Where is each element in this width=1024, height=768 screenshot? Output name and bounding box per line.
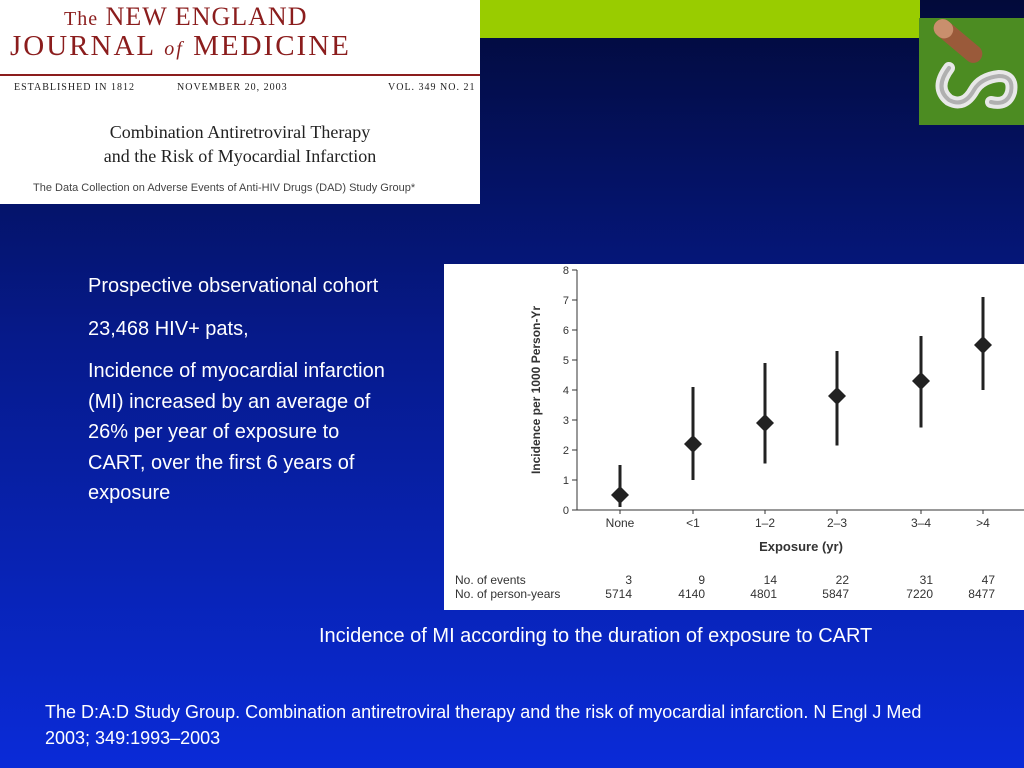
- events-value: 14: [764, 573, 778, 587]
- y-tick-label: 8: [563, 265, 569, 277]
- person-years-value: 4140: [678, 587, 705, 601]
- pill-ribbon-icon: [933, 19, 1018, 109]
- person-years-value: 7220: [906, 587, 933, 601]
- journal-title-line1: The NEW ENGLAND: [64, 2, 307, 32]
- study-group-credit: The Data Collection on Adverse Events of…: [33, 182, 416, 194]
- data-point: [828, 387, 846, 405]
- y-tick-label: 5: [563, 355, 569, 367]
- journal-new-england: NEW ENGLAND: [105, 2, 308, 31]
- journal-rule: [0, 74, 480, 76]
- data-point: [684, 435, 702, 453]
- x-axis-label: Exposure (yr): [759, 539, 843, 554]
- chart-caption: Incidence of MI according to the duratio…: [319, 625, 873, 647]
- events-value: 3: [625, 573, 632, 587]
- chart-svg: 0 1 2 3 4 5 6 7 8 Incidence per 1000 Person-Yr Non…: [455, 265, 1024, 601]
- events-row-label: No. of events: [455, 573, 526, 587]
- journal-medicine: MEDICINE: [193, 30, 351, 62]
- x-tick-label: 2–3: [827, 516, 847, 530]
- y-tick-label: 4: [563, 385, 569, 397]
- data-point: [611, 486, 629, 504]
- person-years-value: 8477: [968, 587, 995, 601]
- journal-journal: JOURNAL: [10, 30, 156, 62]
- top-accent-bar: [480, 0, 920, 38]
- person-years-value: 5847: [822, 587, 849, 601]
- y-axis-label: Incidence per 1000 Person-Yr: [529, 306, 543, 474]
- pill-ribbon-logo: [919, 18, 1024, 125]
- article-title-line1: Combination Antiretroviral Therapy: [109, 122, 371, 142]
- data-point: [756, 414, 774, 432]
- journal-header-image: The NEW ENGLAND JOURNAL of MEDICINE ESTA…: [0, 0, 480, 204]
- x-tick-label: <1: [686, 516, 700, 530]
- bullet-incidence: Incidence of myocardial infarction (MI) …: [88, 360, 385, 504]
- events-value: 9: [698, 573, 705, 587]
- y-tick-label: 1: [563, 475, 569, 487]
- x-tick-label: 3–4: [911, 516, 931, 530]
- journal-title-line2: JOURNAL of MEDICINE: [10, 30, 351, 63]
- article-title-line2: and the Risk of Myocardial Infarction: [103, 146, 377, 166]
- journal-volume: VOL. 349 NO. 21: [388, 82, 476, 93]
- x-tick-label: >4: [976, 516, 990, 530]
- data-point: [974, 336, 992, 354]
- y-tick-label: 3: [563, 415, 569, 427]
- bullet-patients: 23,468 HIV+ pats,: [88, 317, 249, 340]
- journal-the: The: [64, 8, 99, 30]
- person-years-row-label: No. of person-years: [455, 587, 560, 601]
- mi-incidence-chart: 0 1 2 3 4 5 6 7 8 Incidence per 1000 Person-Yr Non…: [444, 264, 1024, 610]
- person-years-value: 4801: [750, 587, 777, 601]
- y-tick-label: 0: [563, 505, 569, 517]
- summary-text: Prospective observational cohort 23,468 …: [88, 271, 398, 521]
- journal-of: of: [164, 38, 184, 60]
- citation: The D:A:D Study Group. Combination antir…: [45, 702, 922, 748]
- data-point: [912, 372, 930, 390]
- journal-established: ESTABLISHED IN 1812: [14, 82, 135, 93]
- journal-date: NOVEMBER 20, 2003: [177, 82, 288, 93]
- bullet-cohort: Prospective observational cohort: [88, 275, 379, 297]
- events-value: 47: [982, 573, 996, 587]
- x-tick-label: 1–2: [755, 516, 775, 530]
- y-tick-label: 6: [563, 325, 569, 337]
- y-tick-label: 2: [563, 445, 569, 457]
- person-years-value: 5714: [605, 587, 632, 601]
- events-value: 31: [920, 573, 934, 587]
- events-value: 22: [836, 573, 850, 587]
- x-tick-label: None: [606, 516, 635, 530]
- y-tick-label: 7: [563, 295, 569, 307]
